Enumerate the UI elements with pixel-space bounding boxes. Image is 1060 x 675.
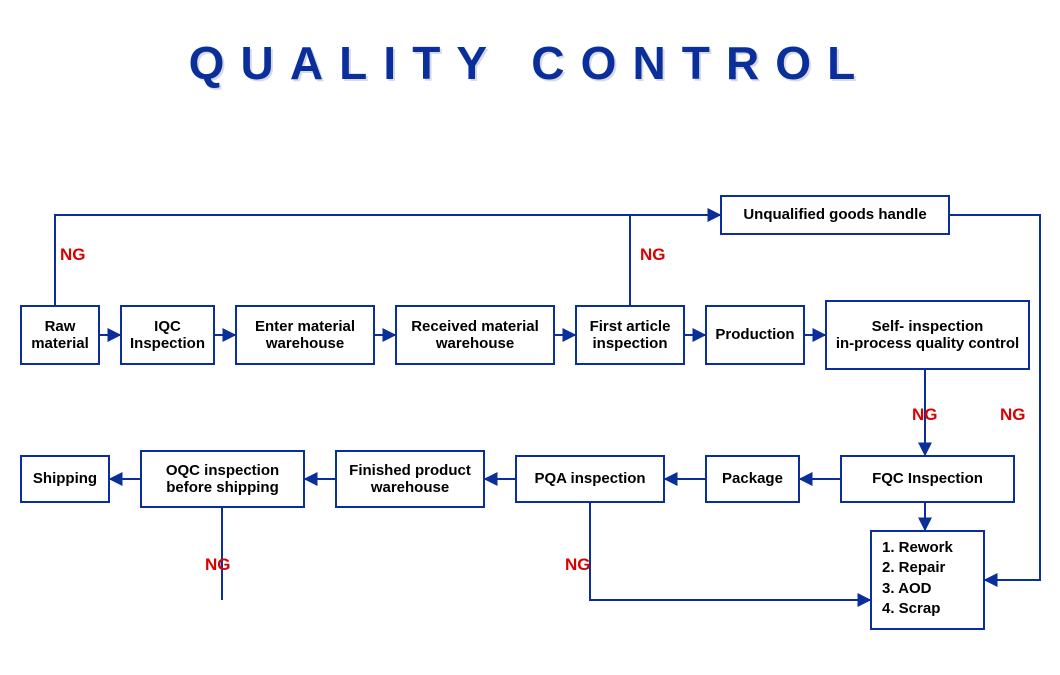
rework-item: 1. Rework (882, 538, 973, 558)
node-raw: Raw material (20, 305, 100, 365)
node-first: First article inspection (575, 305, 685, 365)
node-pqa: PQA inspection (515, 455, 665, 503)
ng-label: NG (565, 555, 591, 575)
rework-item: 3. AOD (882, 579, 973, 599)
node-enter: Enter material warehouse (235, 305, 375, 365)
node-prod: Production (705, 305, 805, 365)
node-pkg: Package (705, 455, 800, 503)
rework-options-box: 1. Rework2. Repair3. AOD4. Scrap (870, 530, 985, 630)
page-title: QUALITY CONTROL (0, 36, 1060, 90)
ng-label: NG (1000, 405, 1026, 425)
node-self: Self- inspectionin-process quality contr… (825, 300, 1030, 370)
rework-item: 4. Scrap (882, 599, 973, 619)
ng-label: NG (640, 245, 666, 265)
node-ship: Shipping (20, 455, 110, 503)
node-iqc: IQC Inspection (120, 305, 215, 365)
node-recv: Received material warehouse (395, 305, 555, 365)
ng-label: NG (205, 555, 231, 575)
node-unq: Unqualified goods handle (720, 195, 950, 235)
node-fqc: FQC Inspection (840, 455, 1015, 503)
node-fin: Finished product warehouse (335, 450, 485, 508)
ng-label: NG (60, 245, 86, 265)
rework-item: 2. Repair (882, 558, 973, 578)
ng-label: NG (912, 405, 938, 425)
node-oqc: OQC inspection before shipping (140, 450, 305, 508)
